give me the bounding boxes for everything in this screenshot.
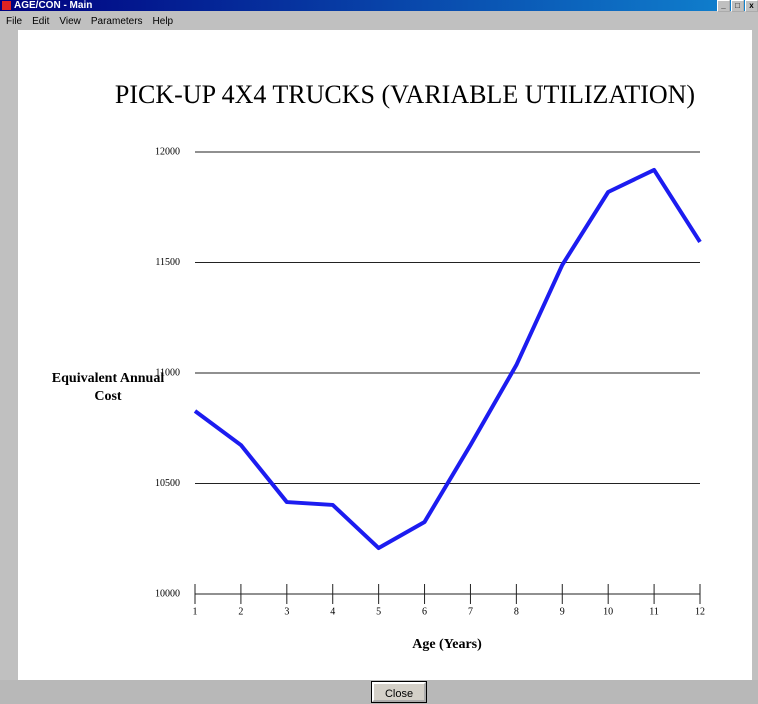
x-tick-label: 10 — [603, 606, 613, 617]
minimize-button[interactable]: _ — [717, 0, 730, 12]
window-controls: _ □ x — [717, 0, 758, 12]
menu-item[interactable]: Edit — [32, 15, 50, 27]
y-tick-label: 11500 — [155, 257, 180, 268]
x-tick-label: 7 — [468, 606, 473, 617]
y-tick-label: 10500 — [155, 478, 180, 489]
x-tick-label: 9 — [560, 606, 565, 617]
menu-item[interactable]: Help — [152, 15, 174, 27]
content-area: Equivalent Annual Cost — [18, 30, 752, 680]
chart: PICK-UP 4X4 TRUCKS (VARIABLE UTILIZATION… — [115, 80, 705, 652]
menu-item[interactable]: File — [6, 15, 23, 27]
x-tick-label: 12 — [695, 606, 705, 617]
close-button[interactable]: Close — [371, 681, 427, 703]
x-axis-label: Age (Years) — [412, 637, 482, 652]
window-title: AGE/CON - Main — [14, 0, 93, 11]
maximize-button[interactable]: □ — [731, 0, 744, 12]
menu-bar: File Edit View Parameters Help — [0, 12, 758, 30]
x-tick-label: 3 — [284, 606, 289, 617]
status-bar: Close — [0, 680, 758, 704]
y-axis-label: Equivalent Annual Cost — [51, 371, 165, 404]
x-tick-label: 1 — [193, 606, 198, 617]
x-tick-label: 8 — [514, 606, 519, 617]
title-bar: AGE/CON - Main _ □ x — [0, 0, 758, 12]
data-line — [193, 167, 702, 551]
y-tick-label: 10000 — [155, 588, 180, 599]
x-tick-label: 4 — [330, 606, 335, 617]
menu-item[interactable]: View — [59, 15, 81, 27]
x-tick-label: 5 — [376, 606, 381, 617]
menu-item[interactable]: Parameters — [90, 15, 143, 27]
chart-title: PICK-UP 4X4 TRUCKS (VARIABLE UTILIZATION… — [115, 80, 695, 109]
x-tick-label: 2 — [238, 606, 243, 617]
app-icon — [2, 1, 11, 10]
y-tick-label: 11000 — [155, 367, 180, 378]
x-tick-label: 6 — [422, 606, 427, 617]
y-tick-label: 12000 — [155, 146, 180, 157]
x-tick-label: 11 — [649, 606, 659, 617]
